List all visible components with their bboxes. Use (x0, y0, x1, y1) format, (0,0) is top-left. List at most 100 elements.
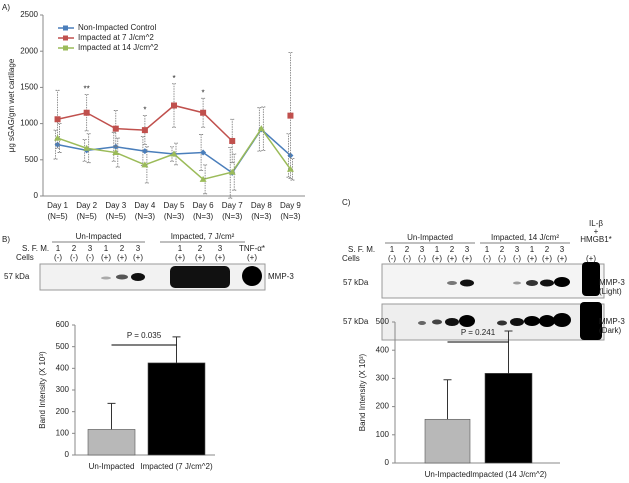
y-tick-label: 0 (385, 458, 390, 467)
y-tick-label: 100 (376, 430, 390, 439)
y-tick-label: 1500 (20, 83, 38, 92)
treatment-label: + (594, 227, 599, 236)
y-tick-label: 2500 (20, 10, 38, 19)
y-tick-label: 0 (34, 191, 39, 200)
error-bar (172, 83, 176, 128)
lane-label: (-) (498, 254, 506, 263)
lane-label: 3 (465, 245, 470, 254)
lane-label: 2 (545, 245, 550, 254)
panel-label: C) (342, 198, 351, 207)
lane-label: (+) (557, 254, 567, 263)
x-tick-sublabel: (N=3) (193, 212, 214, 221)
x-tick-label: Day 2 (76, 201, 97, 210)
lane-label: 2 (72, 244, 77, 253)
row-label: Cells (16, 253, 34, 262)
x-tick-label: Day 6 (193, 201, 214, 210)
strip-label: MMP-3 (599, 317, 625, 326)
x-tick-label: Day 7 (222, 201, 243, 210)
lane-label: (+) (247, 253, 257, 262)
x-tick-label: Day 4 (134, 201, 155, 210)
marker (228, 168, 236, 175)
lane-label: 2 (500, 245, 505, 254)
x-tick-label: Un-Impacted (89, 462, 135, 471)
marker-label: 57 kDa (343, 278, 369, 287)
marker (229, 137, 236, 144)
lane-label: (+) (462, 254, 472, 263)
treatment-label: HMGB1* (580, 235, 612, 244)
marker (54, 116, 61, 123)
lane-label: (+) (133, 253, 143, 262)
y-tick-label: 200 (376, 402, 390, 411)
y-tick-label: 2000 (20, 46, 38, 55)
y-tick-label: 400 (56, 363, 70, 372)
legend-marker (63, 35, 68, 41)
lane-label: (+) (527, 254, 537, 263)
group-label: Un-Impacted (76, 232, 122, 241)
y-tick-label: 200 (56, 407, 70, 416)
lane-label: 2 (405, 245, 410, 254)
lane-label: (+) (447, 254, 457, 263)
y-tick-label: 500 (25, 155, 39, 164)
x-tick-label: Day 1 (47, 201, 68, 210)
x-tick-label: Day 5 (164, 201, 185, 210)
marker (170, 150, 178, 157)
legend-marker (63, 45, 68, 51)
y-tick-label: 300 (56, 385, 70, 394)
lane-label: 1 (178, 244, 183, 253)
lane-label: 3 (88, 244, 93, 253)
treatment-label: IL-β (589, 219, 603, 228)
marker (199, 175, 207, 182)
lane-label: (+) (432, 254, 442, 263)
marker (83, 109, 90, 116)
panel-label: B) (2, 235, 10, 244)
row-label: Cells (342, 254, 360, 263)
lane-label: (-) (70, 253, 78, 262)
row-label: S. F. M. (348, 245, 375, 254)
x-tick-label: Day 9 (280, 201, 301, 210)
lane-label: (-) (418, 254, 426, 263)
y-axis-label: Band Intensity (X 10³) (38, 351, 47, 429)
marker (112, 125, 119, 132)
y-tick-label: 500 (376, 317, 390, 326)
lane-label: (+) (195, 253, 205, 262)
bar (87, 429, 136, 456)
lane-label: (-) (403, 254, 411, 263)
y-tick-label: 300 (376, 374, 390, 383)
lane-label: 1 (390, 245, 395, 254)
strip-label: MMP-3 (599, 278, 625, 287)
significance: * (172, 74, 175, 83)
marker (141, 148, 148, 155)
marker (141, 127, 148, 134)
x-tick-label: Impacted (7 J/cm^2) (140, 462, 213, 471)
y-tick-label: 0 (65, 450, 70, 459)
lane-label: (-) (86, 253, 94, 262)
lane-label: (+) (175, 253, 185, 262)
lane-label: 2 (450, 245, 455, 254)
marker-label: 57 kDa (4, 272, 30, 281)
lane-label: 1 (104, 244, 109, 253)
error-bar (172, 336, 181, 363)
lane-label: (+) (215, 253, 225, 262)
lane-label: (-) (388, 254, 396, 263)
bar (424, 418, 471, 464)
marker (200, 109, 207, 116)
lane-label: TNF-α* (239, 244, 265, 253)
y-tick-label: 400 (376, 345, 390, 354)
x-tick-sublabel: (N=5) (77, 212, 98, 221)
lane-label: (+) (586, 254, 596, 263)
error-bar (257, 107, 262, 152)
x-tick-label: Un-Impacted (425, 470, 471, 479)
x-tick-sublabel: (N=3) (164, 212, 185, 221)
lane-label: (-) (513, 254, 521, 263)
x-tick-sublabel: (N=5) (47, 212, 68, 221)
marker (112, 149, 120, 156)
lane-label: 2 (120, 244, 125, 253)
bar (484, 373, 533, 464)
strip-label: MMP-3 (268, 272, 294, 281)
x-tick-label: Day 8 (251, 201, 272, 210)
y-tick-label: 100 (56, 428, 70, 437)
y-tick-label: 1000 (20, 119, 38, 128)
legend-label: Impacted at 14 J/cm^2 (78, 43, 159, 52)
lane-label: 1 (530, 245, 535, 254)
legend-label: Impacted at 7 J/cm^2 (78, 33, 154, 42)
